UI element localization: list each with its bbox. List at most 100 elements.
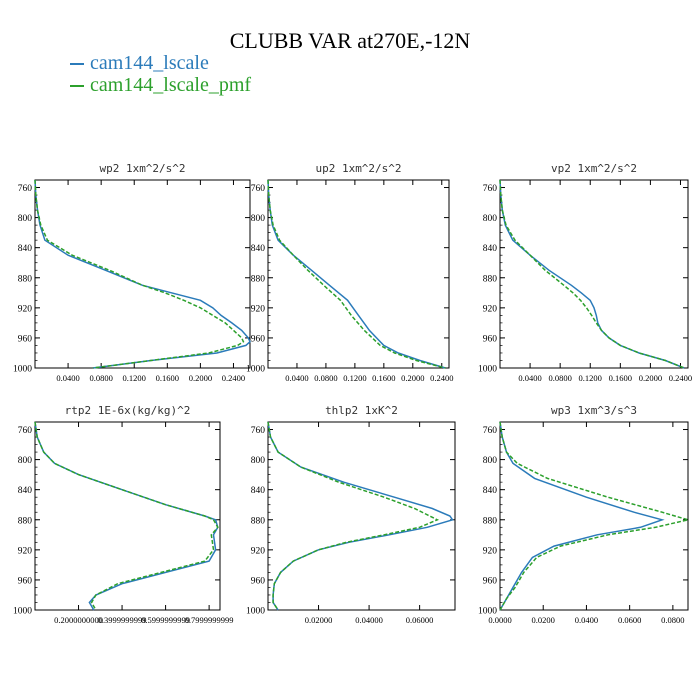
series-line-lscale-pmf (267, 179, 446, 369)
y-tick-label: 800 (251, 214, 266, 224)
x-tick-label: 0.02000 (305, 615, 333, 625)
x-tick-label: 0.04000 (355, 615, 383, 625)
x-tick-label: 0.06000 (406, 615, 434, 625)
x-tick-label: 0.3999999999 (98, 615, 147, 625)
plot-frame (267, 179, 450, 369)
chart-panel-5: thlp2 1xK^2 760 800 840 880 920 960 1000 0.02000… (246, 404, 456, 625)
y-tick-label: 760 (18, 184, 33, 194)
x-tick-label: 0.5999999999 (141, 615, 190, 625)
y-tick-label: 960 (18, 576, 33, 586)
chart-panel-6: wp3 1xm^3/s^3 760 800 840 880 920 960 10000.000… (478, 404, 691, 625)
y-tick-label: 760 (483, 184, 498, 194)
x-tick-label: 0.0400 (56, 373, 79, 383)
x-tick-label: 0.2000000000 (54, 615, 103, 625)
series-line-lscale-pmf (34, 179, 245, 369)
chart-panel-1: wp2 1xm^2/s^2 760 800 840 880 920 960 1000 0.040… (13, 162, 251, 383)
series-line-lscale-pmf (34, 421, 219, 611)
chart-panel-3: vp2 1xm^2/s^2 760 800 840 880 920 960 1000 0.040… (478, 162, 692, 383)
legend-line-lscale (70, 63, 84, 66)
panel-title: up2 1xm^2/s^2 (315, 162, 401, 175)
x-tick-label: 0.1600 (372, 373, 395, 383)
plot-frame (499, 179, 689, 369)
plot-frame (34, 179, 251, 369)
y-tick-label: 840 (251, 244, 266, 254)
y-tick-label: 960 (18, 334, 33, 344)
y-tick-label: 1000 (13, 607, 32, 617)
y-tick-label: 840 (251, 486, 266, 496)
legend-item-lscale: cam144_lscale (70, 52, 251, 74)
chart-panel-2: up2 1xm^2/s^2 760 800 840 880 920 960 1000 0.040… (246, 162, 453, 383)
series-line-lscale (267, 179, 446, 369)
y-tick-label: 1000 (13, 365, 32, 375)
legend-label-lscale: cam144_lscale (90, 52, 209, 74)
y-tick-label: 760 (251, 426, 266, 436)
y-tick-label: 880 (483, 516, 498, 526)
x-tick-label: 0.0800 (548, 373, 571, 383)
x-tick-label: 0.1200 (123, 373, 146, 383)
y-tick-label: 920 (483, 546, 498, 556)
panel-title: thlp2 1xK^2 (325, 404, 398, 417)
x-tick-label: 0.0400 (285, 373, 308, 383)
y-tick-label: 920 (18, 304, 33, 314)
x-tick-label: 0.0600 (618, 615, 641, 625)
y-tick-label: 1000 (246, 607, 265, 617)
legend-line-lscale-pmf (70, 85, 84, 88)
legend-item-lscale-pmf: cam144_lscale_pmf (70, 74, 251, 96)
x-tick-label: 0.2400 (222, 373, 245, 383)
y-tick-label: 960 (251, 576, 266, 586)
x-tick-label: 0.1600 (156, 373, 179, 383)
y-tick-label: 840 (483, 486, 498, 496)
y-tick-label: 960 (483, 334, 498, 344)
plot-frame (267, 421, 456, 611)
x-tick-label: 0.1200 (343, 373, 366, 383)
y-tick-label: 960 (483, 576, 498, 586)
y-tick-label: 920 (251, 546, 266, 556)
y-tick-label: 880 (483, 274, 498, 284)
y-tick-label: 800 (483, 214, 498, 224)
y-tick-label: 840 (18, 486, 33, 496)
x-tick-label: 0.2000 (639, 373, 662, 383)
panel-title: vp2 1xm^2/s^2 (551, 162, 637, 175)
y-tick-label: 800 (251, 456, 266, 466)
y-tick-label: 1000 (478, 607, 497, 617)
y-tick-label: 760 (483, 426, 498, 436)
panel-title: wp3 1xm^3/s^3 (551, 404, 637, 417)
panel-title: rtp2 1E-6x(kg/kg)^2 (65, 404, 191, 417)
y-tick-label: 960 (251, 334, 266, 344)
y-tick-label: 880 (251, 274, 266, 284)
x-tick-label: 0.0800 (89, 373, 112, 383)
y-tick-label: 800 (483, 456, 498, 466)
y-tick-label: 840 (483, 244, 498, 254)
series-line-lscale (499, 421, 665, 611)
y-tick-label: 1000 (478, 365, 497, 375)
legend-label-lscale-pmf: cam144_lscale_pmf (90, 74, 252, 96)
x-tick-label: 0.2000 (189, 373, 212, 383)
series-line-lscale (34, 179, 251, 369)
series-line-lscale-pmf (499, 421, 691, 611)
y-tick-label: 920 (251, 304, 266, 314)
series-line-lscale-pmf (267, 421, 440, 611)
x-tick-label: 0.2000 (401, 373, 424, 383)
y-tick-label: 800 (18, 456, 33, 466)
plot-frame (499, 421, 689, 611)
series-line-lscale-pmf (499, 179, 685, 369)
y-tick-label: 920 (483, 304, 498, 314)
y-tick-label: 840 (18, 244, 33, 254)
x-tick-label: 0.0800 (661, 615, 684, 625)
x-tick-label: 0.2400 (669, 373, 692, 383)
y-tick-label: 920 (18, 546, 33, 556)
plot-frame (34, 421, 221, 611)
y-tick-label: 760 (18, 426, 33, 436)
y-tick-label: 880 (18, 516, 33, 526)
x-tick-label: 0.0000 (488, 615, 511, 625)
y-tick-label: 800 (18, 214, 33, 224)
x-tick-label: 0.1200 (579, 373, 602, 383)
panel-title: wp2 1xm^2/s^2 (99, 162, 185, 175)
y-tick-label: 880 (251, 516, 266, 526)
x-tick-label: 0.0400 (575, 615, 598, 625)
series-line-lscale (499, 179, 685, 369)
series-line-lscale (267, 421, 454, 611)
legend: cam144_lscale cam144_lscale_pmf (70, 52, 251, 96)
x-tick-label: 0.0800 (314, 373, 337, 383)
